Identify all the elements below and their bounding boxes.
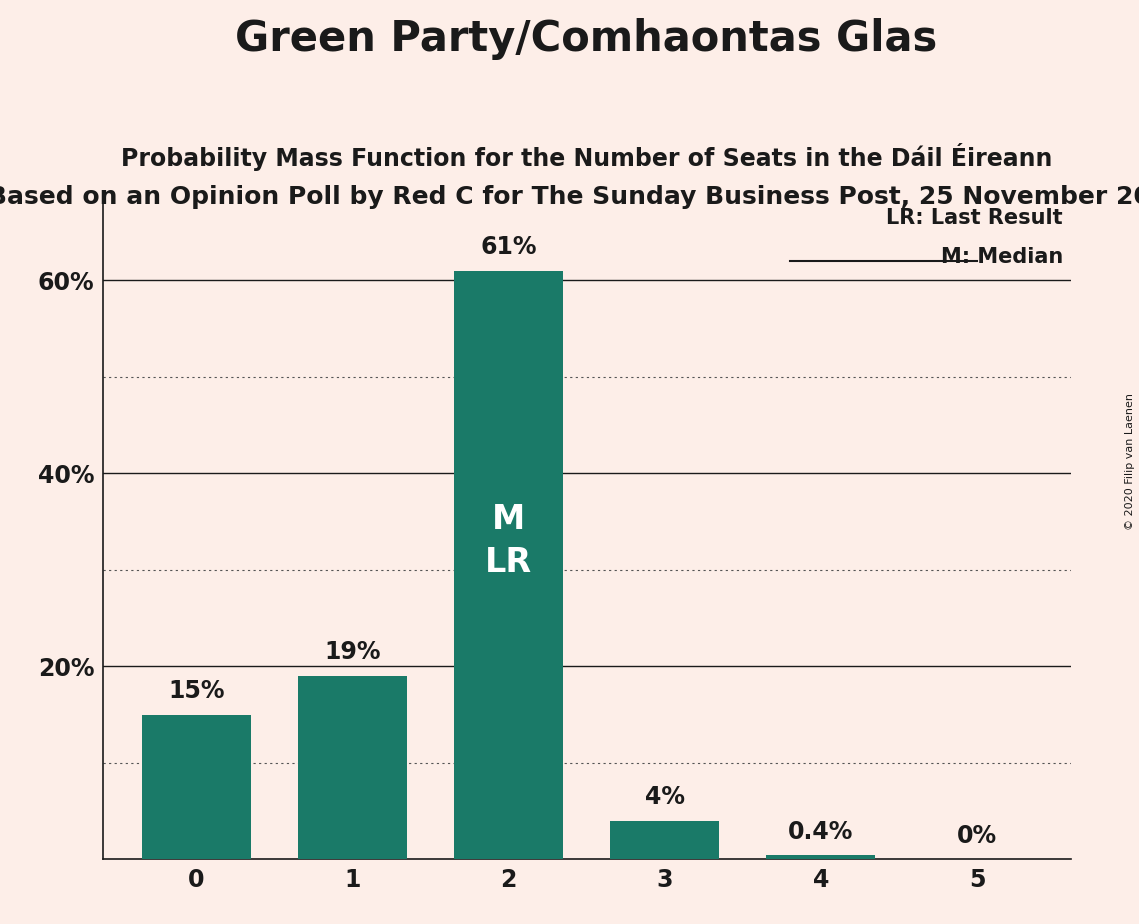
Text: 0.4%: 0.4% bbox=[788, 820, 853, 844]
Text: M
LR: M LR bbox=[485, 503, 532, 579]
Bar bbox=[453, 271, 563, 859]
Text: 0%: 0% bbox=[957, 823, 997, 847]
Text: © 2020 Filip van Laenen: © 2020 Filip van Laenen bbox=[1125, 394, 1134, 530]
Text: LR: Last Result: LR: Last Result bbox=[886, 208, 1063, 228]
Bar bbox=[611, 821, 720, 859]
Bar bbox=[141, 714, 251, 859]
Title: Green Party/Comhaontas Glas: Green Party/Comhaontas Glas bbox=[236, 18, 937, 59]
Text: 19%: 19% bbox=[325, 640, 380, 664]
Bar bbox=[767, 856, 876, 859]
Text: M: Median: M: Median bbox=[941, 247, 1063, 267]
Bar bbox=[297, 676, 407, 859]
Text: 15%: 15% bbox=[167, 679, 224, 703]
Text: Based on an Opinion Poll by Red C for The Sunday Business Post, 25 November 2016: Based on an Opinion Poll by Red C for Th… bbox=[0, 185, 1139, 209]
Text: Probability Mass Function for the Number of Seats in the Dáil Éireann: Probability Mass Function for the Number… bbox=[121, 143, 1052, 171]
Text: 61%: 61% bbox=[481, 236, 536, 260]
Text: 4%: 4% bbox=[645, 785, 685, 809]
